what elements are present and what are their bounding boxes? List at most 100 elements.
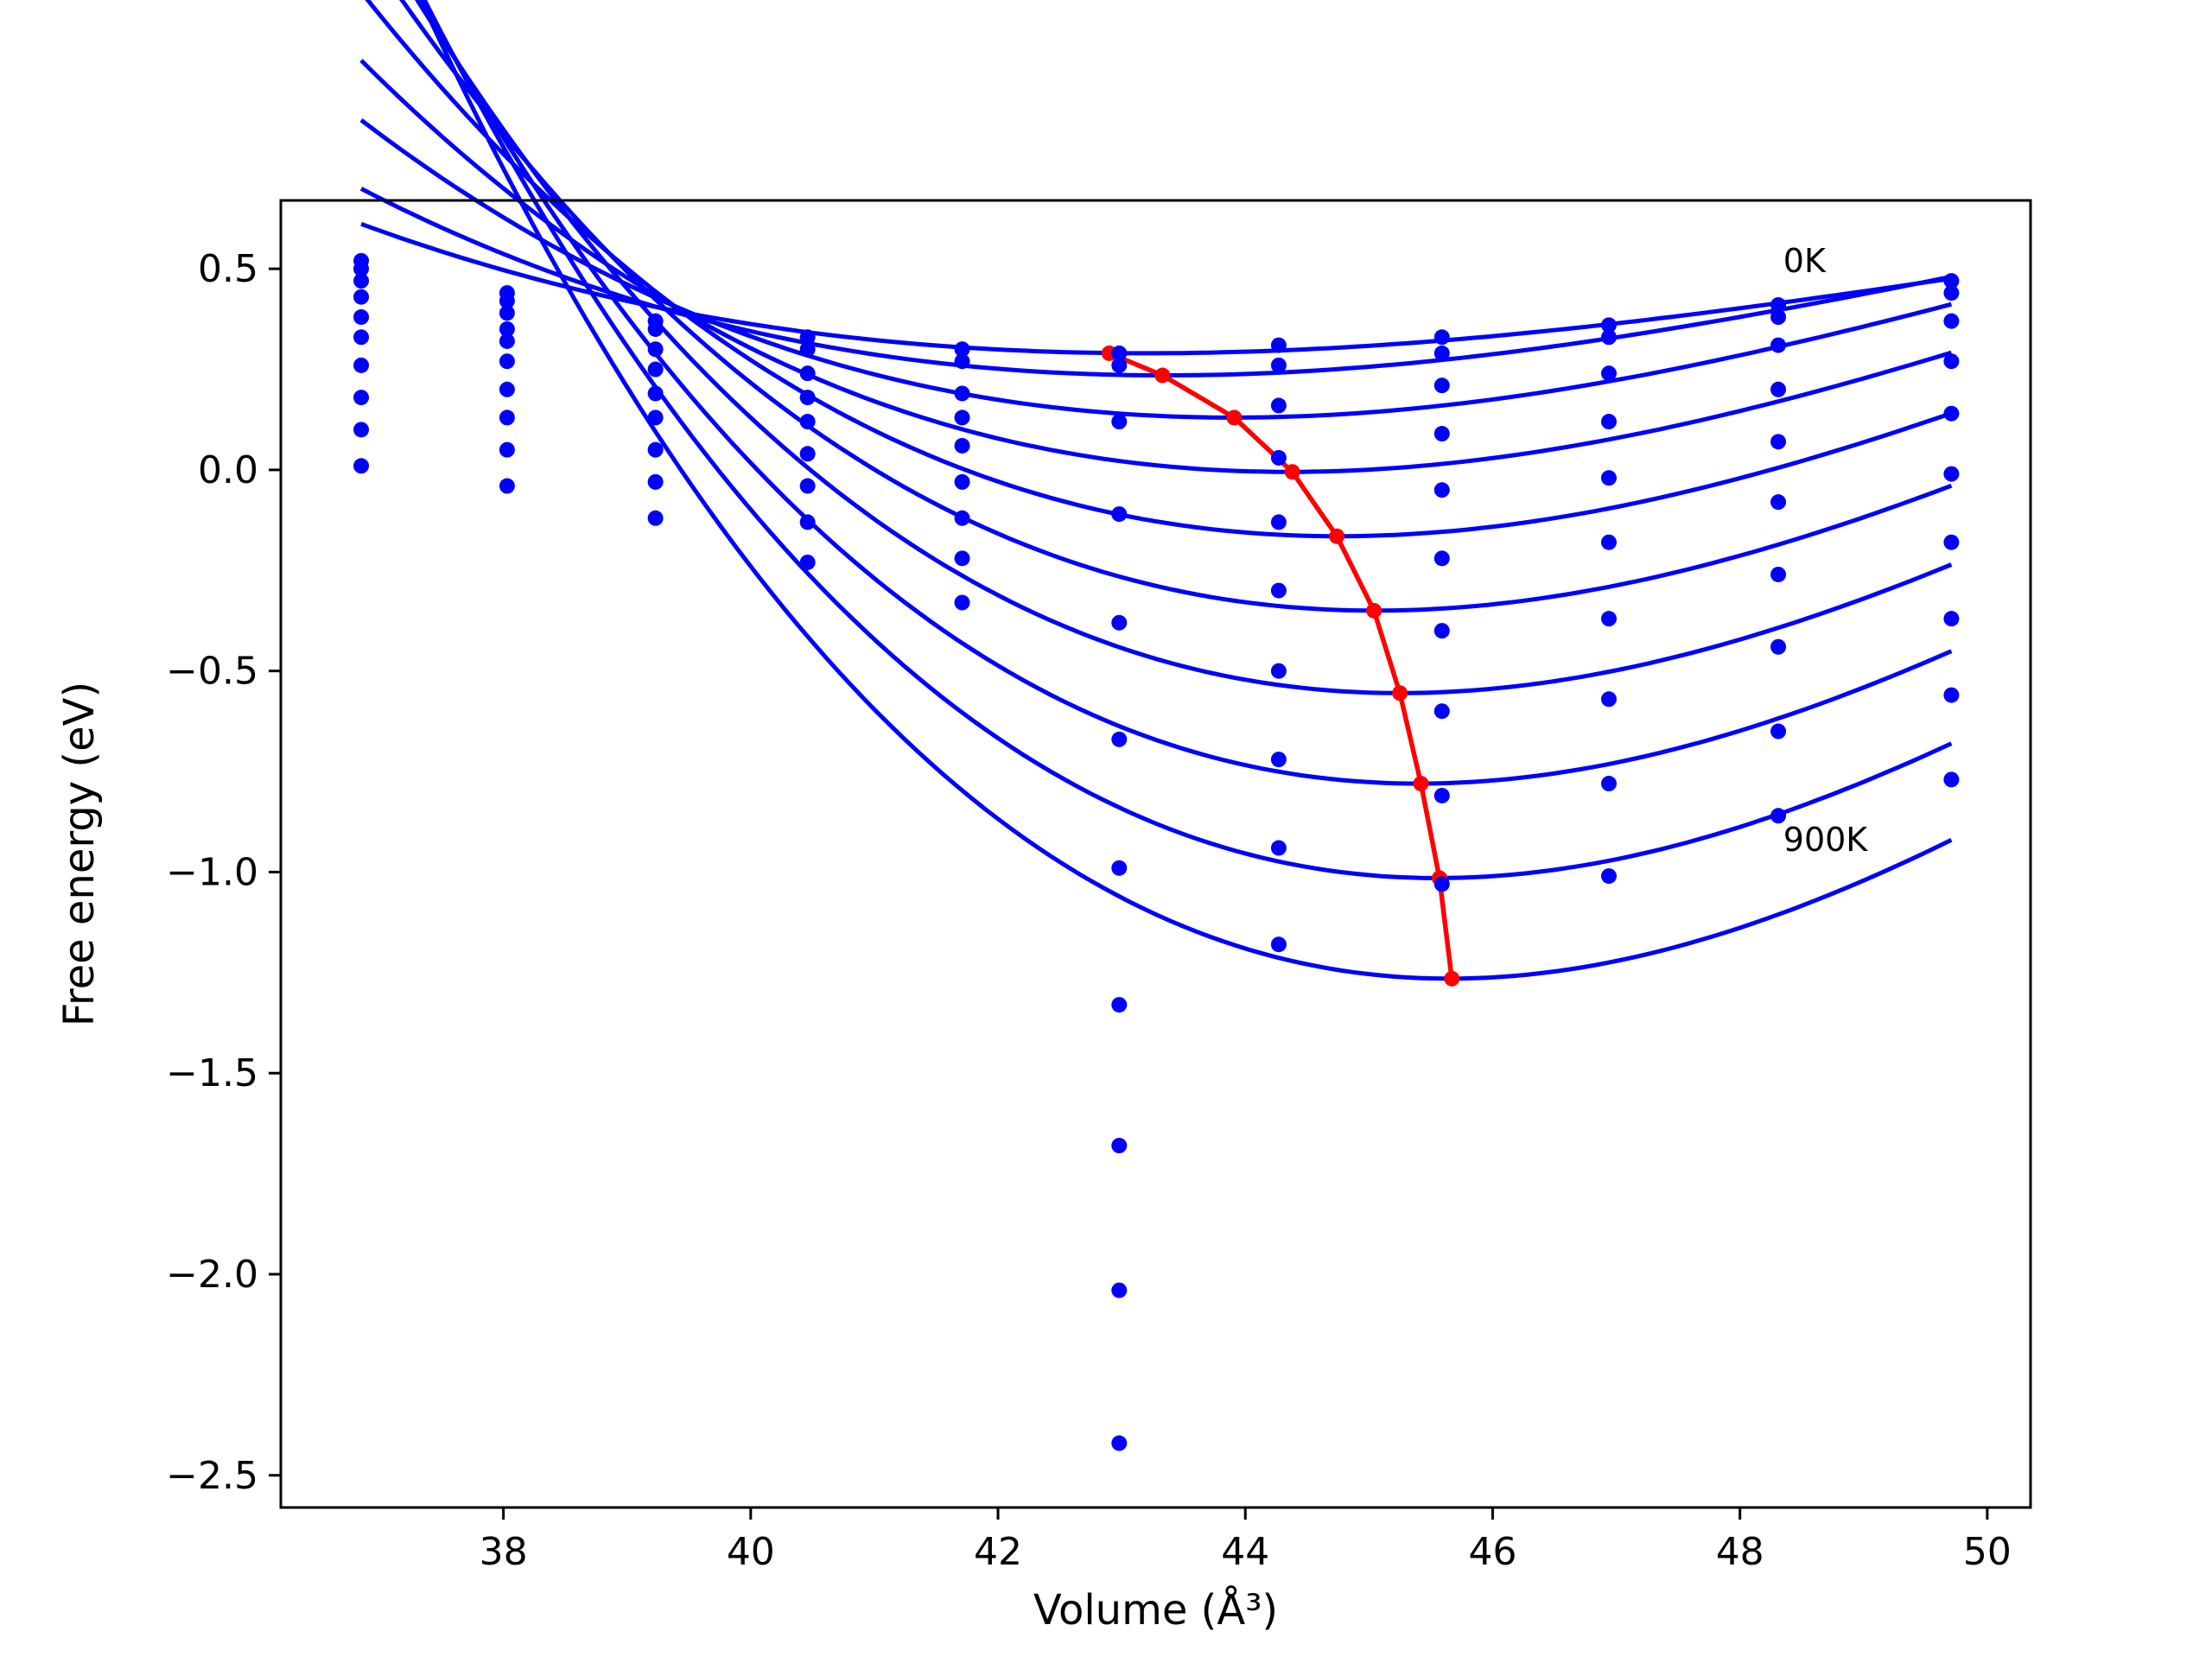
x-tick-label-4: 46 xyxy=(1468,1530,1516,1574)
data-point-s8-v0 xyxy=(353,422,370,438)
data-point-s4-v0 xyxy=(353,309,370,326)
data-point-extra-0 xyxy=(1111,1138,1128,1154)
data-point-s8-v3 xyxy=(799,554,816,570)
data-point-s1-v7 xyxy=(1433,345,1450,361)
data-point-s4-v7 xyxy=(1433,482,1450,498)
minimum-point-3 xyxy=(1284,464,1300,480)
y-tick-label-0: 0.5 xyxy=(198,247,258,291)
data-point-s6-v1 xyxy=(499,381,515,397)
data-point-s7-v7 xyxy=(1433,703,1450,720)
data-point-s8-v7 xyxy=(1433,787,1450,803)
data-point-s8-v2 xyxy=(647,510,664,526)
data-point-s2-v8 xyxy=(1600,365,1617,382)
data-point-s4-v8 xyxy=(1600,470,1617,486)
fit-curve-4 xyxy=(365,0,1953,539)
data-point-s1-v1 xyxy=(499,293,515,309)
data-point-s4-v4 xyxy=(954,437,970,454)
minimum-point-1 xyxy=(1154,367,1171,384)
data-point-s0-v3 xyxy=(799,329,816,346)
data-point-s8-v10 xyxy=(1943,687,1960,703)
minimum-point-2 xyxy=(1226,409,1243,426)
data-point-s0-v10 xyxy=(1943,273,1960,289)
data-point-s4-v10 xyxy=(1943,405,1960,422)
data-point-s4-v9 xyxy=(1770,434,1787,450)
data-point-s9-v10 xyxy=(1943,771,1960,788)
data-point-s6-v8 xyxy=(1600,611,1617,627)
data-point-s7-v5 xyxy=(1111,731,1128,747)
y-tick-label-6: −2.5 xyxy=(166,1454,258,1498)
data-point-s8-v8 xyxy=(1600,776,1617,792)
data-point-s7-v6 xyxy=(1270,752,1287,768)
x-tick-label-1: 40 xyxy=(727,1530,775,1574)
data-point-s7-v10 xyxy=(1943,611,1960,627)
plot-frame xyxy=(279,199,2032,1509)
data-point-s4-v2 xyxy=(647,385,664,402)
data-point-s2-v9 xyxy=(1770,337,1787,353)
data-point-s7-v1 xyxy=(499,409,515,426)
minimum-point-7 xyxy=(1413,776,1429,792)
data-point-s3-v1 xyxy=(499,321,515,337)
data-point-s9-v0 xyxy=(353,458,370,474)
y-axis-label: Free energy (eV) xyxy=(55,682,104,1026)
data-point-s5-v3 xyxy=(799,446,816,462)
data-point-s6-v6 xyxy=(1270,663,1287,679)
minimum-point-5 xyxy=(1366,602,1382,619)
data-point-s5-v9 xyxy=(1770,494,1787,511)
fit-curve-6 xyxy=(414,0,1953,695)
data-point-s7-v8 xyxy=(1600,691,1617,708)
data-point-s6-v5 xyxy=(1111,614,1128,631)
y-tick-label-1: 0.0 xyxy=(198,448,258,492)
data-point-s4-v6 xyxy=(1270,514,1287,530)
x-tick-label-2: 42 xyxy=(974,1530,1022,1574)
data-point-s1-v3 xyxy=(799,341,816,358)
x-tick-label-0: 38 xyxy=(480,1530,528,1574)
data-point-s0-v7 xyxy=(1433,329,1450,346)
x-tick-label-6: 50 xyxy=(1963,1530,2012,1574)
data-point-s7-v2 xyxy=(647,473,664,490)
minimum-point-4 xyxy=(1329,528,1345,544)
data-points xyxy=(353,252,1960,1451)
fit-curve-7 xyxy=(419,0,1953,786)
fit-curve-8 xyxy=(422,0,1953,880)
data-point-s5-v2 xyxy=(647,409,664,426)
fit-curve-5 xyxy=(399,0,1953,613)
data-point-s0-v9 xyxy=(1770,297,1787,314)
data-point-s1-v8 xyxy=(1600,329,1617,346)
x-axis-label: Volume (Å³) xyxy=(1033,1585,1278,1634)
data-point-s0-v8 xyxy=(1600,317,1617,333)
data-point-s5-v8 xyxy=(1600,534,1617,550)
data-point-s2-v6 xyxy=(1270,397,1287,414)
data-point-s3-v3 xyxy=(799,390,816,406)
fit-curve-2 xyxy=(359,118,1953,420)
data-point-s3-v7 xyxy=(1433,426,1450,442)
fit-curve-0 xyxy=(360,221,1952,356)
data-point-s3-v6 xyxy=(1270,449,1287,466)
y-tick-label-3: −1.0 xyxy=(166,850,258,894)
data-point-s2-v3 xyxy=(799,365,816,382)
y-tick-label-2: −0.5 xyxy=(166,650,258,694)
data-point-s0-v5 xyxy=(1111,345,1128,361)
data-point-s1-v10 xyxy=(1943,285,1960,301)
data-point-s5-v7 xyxy=(1433,550,1450,567)
fit-curve-9 xyxy=(418,0,1953,981)
y-tick-label-4: −1.5 xyxy=(166,1051,258,1095)
data-point-s7-v9 xyxy=(1770,638,1787,655)
annotation-1: 900K xyxy=(1783,821,1869,859)
fit-curve-3 xyxy=(359,59,1953,474)
data-point-s5-v5 xyxy=(1111,506,1128,523)
annotation-0: 0K xyxy=(1783,242,1827,280)
data-point-s2-v10 xyxy=(1943,313,1960,329)
data-point-s6-v3 xyxy=(799,478,816,494)
data-point-s1-v9 xyxy=(1770,309,1787,326)
data-point-s2-v1 xyxy=(499,305,515,321)
data-point-s2-v0 xyxy=(353,273,370,289)
data-point-s6-v9 xyxy=(1770,566,1787,582)
data-point-s8-v4 xyxy=(954,594,970,611)
data-point-s2-v7 xyxy=(1433,378,1450,394)
data-point-s7-v0 xyxy=(353,390,370,406)
data-point-s9-v7 xyxy=(1433,876,1450,892)
data-point-s8-v5 xyxy=(1111,860,1128,876)
x-tick-label-3: 44 xyxy=(1221,1530,1269,1574)
data-point-s1-v4 xyxy=(954,353,970,370)
